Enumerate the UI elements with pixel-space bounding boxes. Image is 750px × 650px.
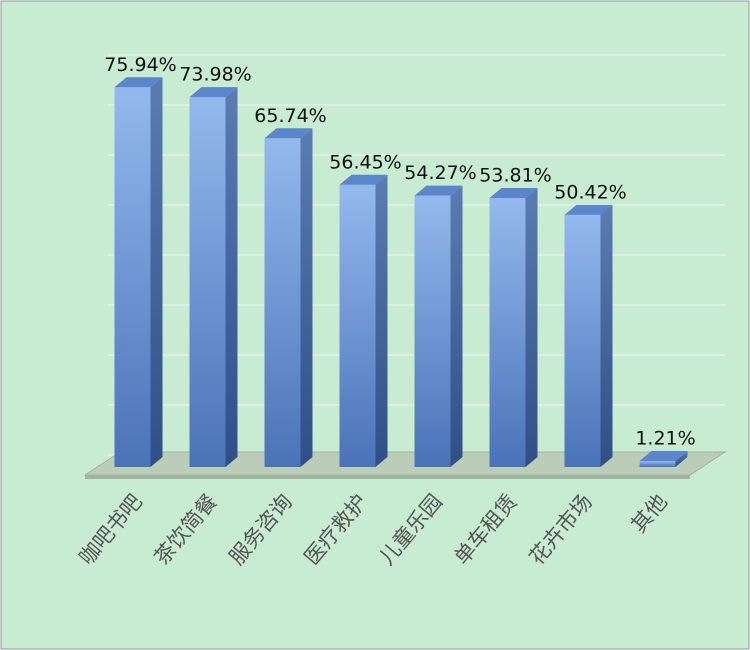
value-label: 73.98% xyxy=(179,64,251,86)
floor-edge xyxy=(85,475,690,479)
bar-top xyxy=(189,87,238,98)
value-label: 50.42% xyxy=(554,181,626,203)
value-label: 54.27% xyxy=(404,162,476,184)
bar xyxy=(114,87,151,468)
floor xyxy=(83,451,727,476)
bar-top xyxy=(414,185,463,196)
bar xyxy=(264,138,301,468)
bar xyxy=(339,184,376,467)
bar-side xyxy=(675,450,688,467)
value-label: 1.21% xyxy=(635,427,695,449)
bar-top xyxy=(114,77,163,88)
bar-side xyxy=(225,87,238,467)
value-label: 53.81% xyxy=(479,164,551,186)
bar-top xyxy=(264,128,313,139)
bar xyxy=(414,195,451,467)
value-label: 56.45% xyxy=(329,151,401,173)
bar xyxy=(189,97,226,467)
bar xyxy=(564,214,601,467)
bar-top xyxy=(339,174,388,185)
bar xyxy=(489,197,526,467)
bars: 75.94% 73.98%65.74% 56.45% 54.27% 53.81%50.4… xyxy=(104,54,696,468)
bar-side xyxy=(600,204,613,467)
bar-side xyxy=(375,174,388,467)
bar-side xyxy=(150,77,163,468)
value-label: 65.74% xyxy=(254,105,326,127)
bar-top xyxy=(489,187,538,198)
bar-top xyxy=(639,450,688,461)
value-label: 75.94% xyxy=(104,54,176,76)
bar xyxy=(639,460,676,467)
bar-side xyxy=(300,128,313,468)
bar-side xyxy=(525,187,538,467)
bar-top xyxy=(564,204,613,215)
bar-side xyxy=(450,185,463,467)
